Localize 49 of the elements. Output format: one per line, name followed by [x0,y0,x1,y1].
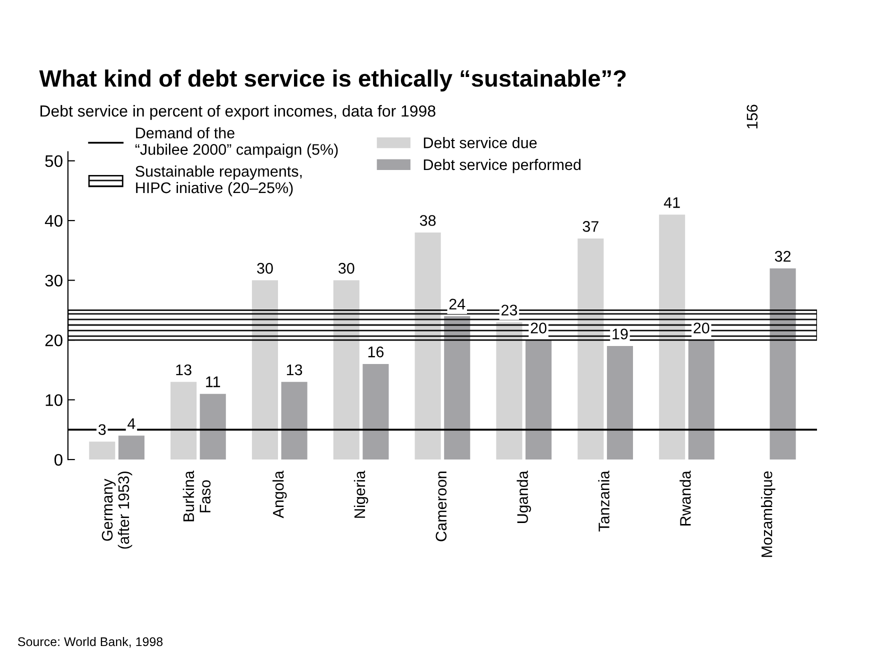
data-label: 13 [286,364,302,376]
data-label: 41 [664,197,680,208]
data-label: 24 [449,298,466,310]
x-tick-label: Tanzania [598,470,610,532]
bar [118,436,144,460]
bar [606,346,633,460]
data-label: 32 [774,250,791,262]
y-tick-label: 30 [45,274,62,287]
legend-label: Sustainable repayments, HIPC iniative (20–25%) [136,166,302,196]
y-tick-label: 50 [45,155,62,168]
x-tick-label: Cameroon [436,472,447,542]
x-tick-label: Rwanda [680,470,691,526]
data-label: 37 [582,221,598,232]
chart-subtitle: Debt service in percent of export incomes, data for 1998 [40,104,436,120]
data-label: 16 [368,346,384,358]
data-label: 23 [502,304,518,316]
bar [200,394,226,460]
y-tick-label: 0 [54,454,62,466]
x-tick-label: Nigeria [354,470,368,518]
chart-title: What kind of debt service is ethically “sustainable”? [39,69,626,92]
legend-label: Debt service performed [424,158,580,174]
y-tick-label: 40 [44,214,62,227]
bar [362,364,389,460]
legend-label: Debt service due [424,137,537,148]
data-label: 30 [257,262,273,274]
source-note: Source: World Bank, 1998 [18,636,163,648]
y-tick-label: 20 [45,334,62,346]
bar [688,340,714,460]
legend-label: Demand of the “Jubilee 2000” campaign (5%) [135,127,338,158]
x-tick-label: Germany (after 1953) [102,472,132,549]
data-label: 11 [206,376,220,388]
bar [526,340,552,460]
bar [281,382,308,460]
x-tick-label: Burkina Faso [182,470,211,522]
data-label: 20 [694,322,710,334]
data-label: 30 [338,262,354,274]
x-tick-label: Mozambique [761,471,776,557]
data-label: 4 [128,418,136,429]
data-label: 3 [98,424,106,436]
y-tick-label: 10 [46,394,62,406]
data-label: 13 [176,364,192,376]
data-label: 38 [420,215,436,226]
x-tick-label: Uganda [516,470,532,523]
data-label: 19 [612,328,628,340]
x-tick-label: Angola [272,470,287,518]
data-label: 20 [530,322,546,334]
bar [89,442,116,460]
text: 156 [746,104,758,128]
bar [170,382,197,460]
